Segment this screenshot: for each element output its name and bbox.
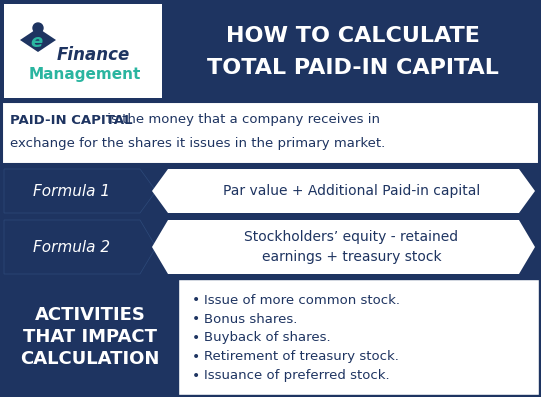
Text: Formula 2: Formula 2	[34, 239, 110, 254]
FancyBboxPatch shape	[2, 279, 178, 395]
Text: •: •	[192, 331, 200, 345]
Text: Stockholders’ equity - retained: Stockholders’ equity - retained	[245, 230, 459, 244]
Text: is the money that a company receives in: is the money that a company receives in	[103, 114, 380, 127]
Text: ACTIVITIES: ACTIVITIES	[35, 306, 146, 324]
Text: earnings + treasury stock: earnings + treasury stock	[262, 250, 441, 264]
Text: Issue of more common stock.: Issue of more common stock.	[204, 294, 400, 307]
Text: •: •	[192, 368, 200, 383]
Text: •: •	[192, 293, 200, 307]
Text: TOTAL PAID-IN CAPITAL: TOTAL PAID-IN CAPITAL	[207, 58, 498, 78]
Text: PAID-IN CAPITAL: PAID-IN CAPITAL	[10, 114, 133, 127]
Polygon shape	[152, 220, 535, 274]
FancyBboxPatch shape	[178, 279, 539, 395]
FancyBboxPatch shape	[4, 4, 162, 98]
Text: Issuance of preferred stock.: Issuance of preferred stock.	[204, 369, 390, 382]
Circle shape	[33, 23, 43, 33]
Text: exchange for the shares it issues in the primary market.: exchange for the shares it issues in the…	[10, 137, 385, 150]
FancyBboxPatch shape	[2, 218, 539, 276]
FancyBboxPatch shape	[2, 167, 539, 215]
Text: CALCULATION: CALCULATION	[21, 350, 160, 368]
Polygon shape	[4, 220, 156, 274]
Text: Retirement of treasury stock.: Retirement of treasury stock.	[204, 350, 399, 363]
Text: THAT IMPACT: THAT IMPACT	[23, 328, 157, 346]
Text: Bonus shares.: Bonus shares.	[204, 313, 298, 326]
FancyBboxPatch shape	[2, 102, 539, 164]
Polygon shape	[4, 169, 156, 213]
FancyBboxPatch shape	[2, 2, 539, 100]
Text: Management: Management	[29, 67, 141, 81]
Text: Buyback of shares.: Buyback of shares.	[204, 331, 331, 345]
Text: HOW TO CALCULATE: HOW TO CALCULATE	[226, 26, 479, 46]
Text: Formula 1: Formula 1	[34, 183, 110, 198]
Text: e: e	[30, 33, 42, 51]
Text: •: •	[192, 350, 200, 364]
Text: •: •	[192, 312, 200, 326]
Polygon shape	[20, 28, 56, 52]
Polygon shape	[152, 169, 535, 213]
Text: Finance: Finance	[56, 46, 130, 64]
Text: Par value + Additional Paid-in capital: Par value + Additional Paid-in capital	[223, 184, 480, 198]
